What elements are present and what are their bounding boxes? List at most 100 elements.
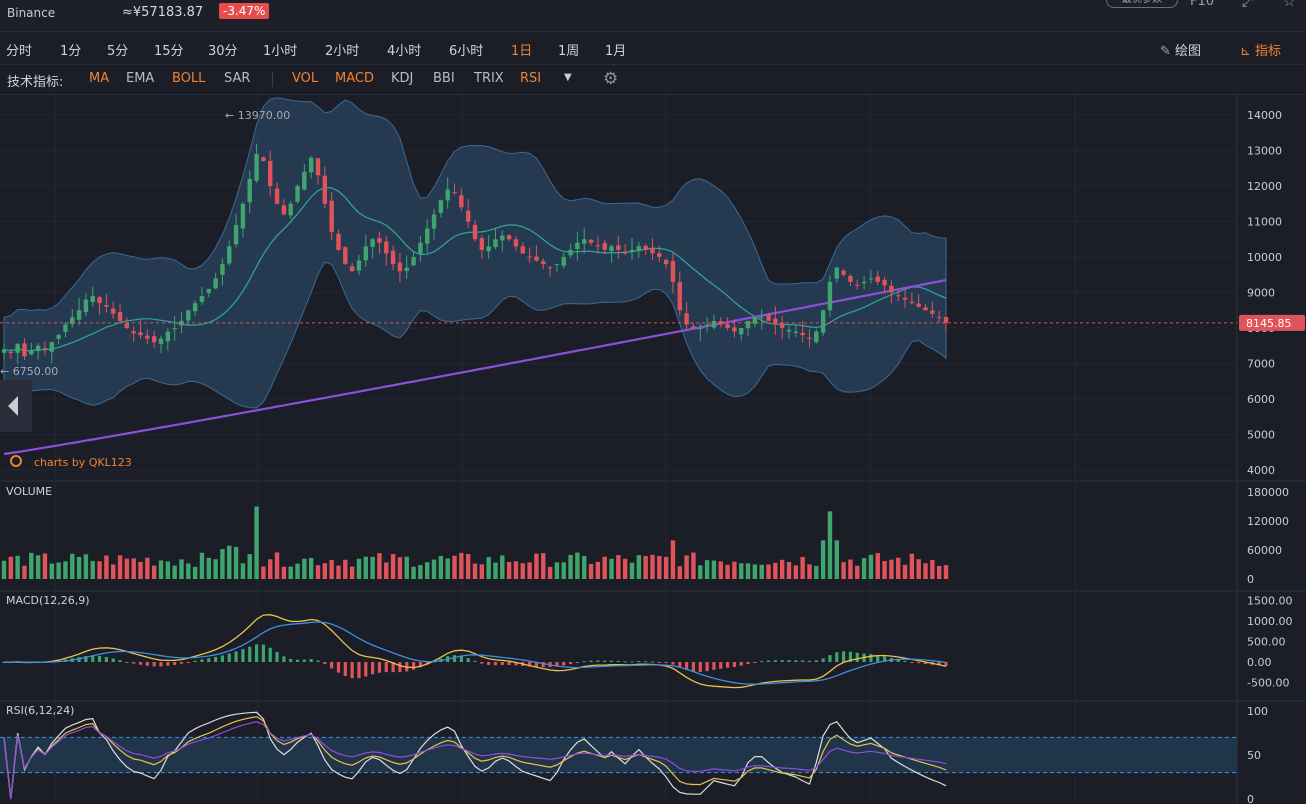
price-tick: 10000 bbox=[1247, 251, 1282, 264]
price-tick: 6000 bbox=[1247, 393, 1275, 406]
indicator-ema[interactable]: EMA bbox=[126, 71, 155, 86]
indicator-boll[interactable]: BOLL bbox=[172, 71, 206, 86]
volume-bar bbox=[445, 558, 450, 579]
macd-bar bbox=[377, 662, 382, 673]
macd-bar bbox=[712, 662, 716, 670]
rsi-axis: 100 50 0 bbox=[1247, 705, 1268, 804]
indicator-ma[interactable]: MA bbox=[89, 71, 110, 86]
candle-body bbox=[29, 351, 34, 355]
fullscreen-icon[interactable]: ⤢ bbox=[1242, 0, 1254, 10]
price-tick: 5000 bbox=[1247, 429, 1275, 442]
period-2h[interactable]: 2小时 bbox=[325, 44, 360, 59]
period-1mo[interactable]: 1月 bbox=[605, 44, 627, 59]
macd-bar bbox=[411, 662, 416, 670]
candle-body bbox=[411, 257, 416, 266]
macd-bar bbox=[207, 658, 211, 662]
period-5m[interactable]: 5分 bbox=[107, 44, 129, 59]
volume-bar bbox=[438, 555, 444, 579]
f10-button[interactable]: F10 bbox=[1190, 0, 1215, 9]
candle-body bbox=[793, 331, 799, 333]
volume-bar bbox=[718, 561, 723, 579]
volume-bar bbox=[145, 557, 150, 579]
candle-body bbox=[308, 157, 314, 173]
gear-icon[interactable]: ⚙ bbox=[603, 69, 619, 89]
draw-tool-button[interactable]: ✎ 绘图 bbox=[1160, 40, 1201, 59]
more-indicators-chevron-icon[interactable]: ▼ bbox=[564, 72, 572, 83]
indicator-button[interactable]: ⊾ 指标 bbox=[1240, 40, 1281, 59]
macd-bar bbox=[514, 662, 518, 666]
volume-bar bbox=[431, 559, 437, 579]
period-1m[interactable]: 1分 bbox=[60, 44, 82, 59]
volume-bar bbox=[588, 563, 594, 579]
macd-bar bbox=[637, 661, 641, 663]
volume-bar bbox=[698, 565, 703, 579]
period-bar: 分时 1分 5分 15分 30分 1小时 2小时 4小时 6小时 1日 1周 1… bbox=[0, 31, 1306, 65]
indicator-rsi[interactable]: RSI bbox=[520, 71, 542, 86]
macd-title: MACD(12,26,9) bbox=[6, 594, 90, 607]
candle-body bbox=[622, 251, 628, 254]
macd-bar bbox=[760, 661, 764, 663]
macd-bar bbox=[903, 660, 907, 662]
macd-bar bbox=[261, 644, 265, 662]
macd-bar bbox=[302, 659, 306, 662]
candle-body bbox=[472, 224, 478, 240]
macd-bar bbox=[603, 660, 607, 662]
period-1w[interactable]: 1周 bbox=[558, 44, 580, 59]
period-1h[interactable]: 1小时 bbox=[263, 44, 298, 59]
period-15m[interactable]: 15分 bbox=[154, 44, 184, 59]
high-annotation: ← 13970.00 bbox=[225, 109, 290, 122]
rsi-tick: 0 bbox=[1247, 793, 1254, 804]
macd-dif-line bbox=[3, 614, 947, 689]
indicator-sar[interactable]: SAR bbox=[224, 71, 251, 86]
candle-body bbox=[247, 178, 252, 203]
indicator-vol[interactable]: VOL bbox=[292, 71, 319, 86]
top-bar: Binance ≈¥57183.87 -3.47% 最优参数 F10 ⤢ ☆ bbox=[0, 0, 1306, 30]
candle-body bbox=[766, 314, 771, 321]
volume-bar bbox=[923, 563, 928, 579]
period-4h[interactable]: 4小时 bbox=[387, 44, 422, 59]
volume-bar bbox=[766, 564, 771, 579]
period-timeline[interactable]: 分时 bbox=[6, 44, 33, 59]
indicator-kdj[interactable]: KDJ bbox=[391, 71, 414, 86]
volume-bar bbox=[425, 562, 430, 579]
macd-bar bbox=[923, 662, 928, 665]
volume-bar bbox=[336, 565, 341, 579]
candle-body bbox=[595, 245, 601, 247]
volume-bar bbox=[131, 558, 136, 579]
macd-bar bbox=[248, 646, 252, 662]
volume-bar bbox=[739, 563, 744, 579]
macd-bar bbox=[842, 651, 846, 662]
volume-bar bbox=[104, 555, 109, 579]
candle-body bbox=[459, 195, 464, 208]
candle-body bbox=[936, 317, 942, 319]
macd-bar bbox=[452, 655, 457, 662]
indicator-macd[interactable]: MACD bbox=[335, 71, 374, 86]
macd-bar bbox=[111, 658, 115, 662]
candle-body bbox=[445, 189, 450, 201]
macd-bar bbox=[705, 662, 709, 672]
candle-body bbox=[882, 279, 887, 286]
volume-bar bbox=[22, 565, 27, 579]
period-6h[interactable]: 6小时 bbox=[449, 44, 484, 59]
candle-body bbox=[752, 317, 758, 324]
period-30m[interactable]: 30分 bbox=[208, 44, 238, 59]
boll-band bbox=[3, 97, 947, 409]
candle-body bbox=[186, 310, 191, 321]
macd-bar bbox=[241, 649, 245, 662]
candle-body bbox=[773, 318, 778, 325]
indicator-trix[interactable]: TRIX bbox=[474, 71, 504, 86]
candle-body bbox=[404, 267, 409, 271]
change-badge: -3.47% bbox=[219, 3, 270, 19]
volume-bar bbox=[192, 566, 198, 579]
volume-bar bbox=[677, 566, 682, 579]
indicator-bbi[interactable]: BBI bbox=[433, 71, 455, 86]
macd-bar bbox=[125, 661, 129, 663]
volume-bar bbox=[622, 558, 628, 579]
star-icon[interactable]: ☆ bbox=[1283, 0, 1296, 10]
candle-body bbox=[875, 276, 880, 282]
period-1d[interactable]: 1日 bbox=[511, 44, 533, 59]
candle-body bbox=[15, 343, 20, 353]
macd-axis: 1500.00 1000.00 500.00 0.00 -500.00 bbox=[1247, 595, 1293, 690]
macd-bar bbox=[214, 656, 218, 662]
